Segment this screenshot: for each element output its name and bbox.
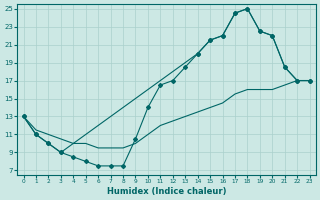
X-axis label: Humidex (Indice chaleur): Humidex (Indice chaleur) (107, 187, 226, 196)
